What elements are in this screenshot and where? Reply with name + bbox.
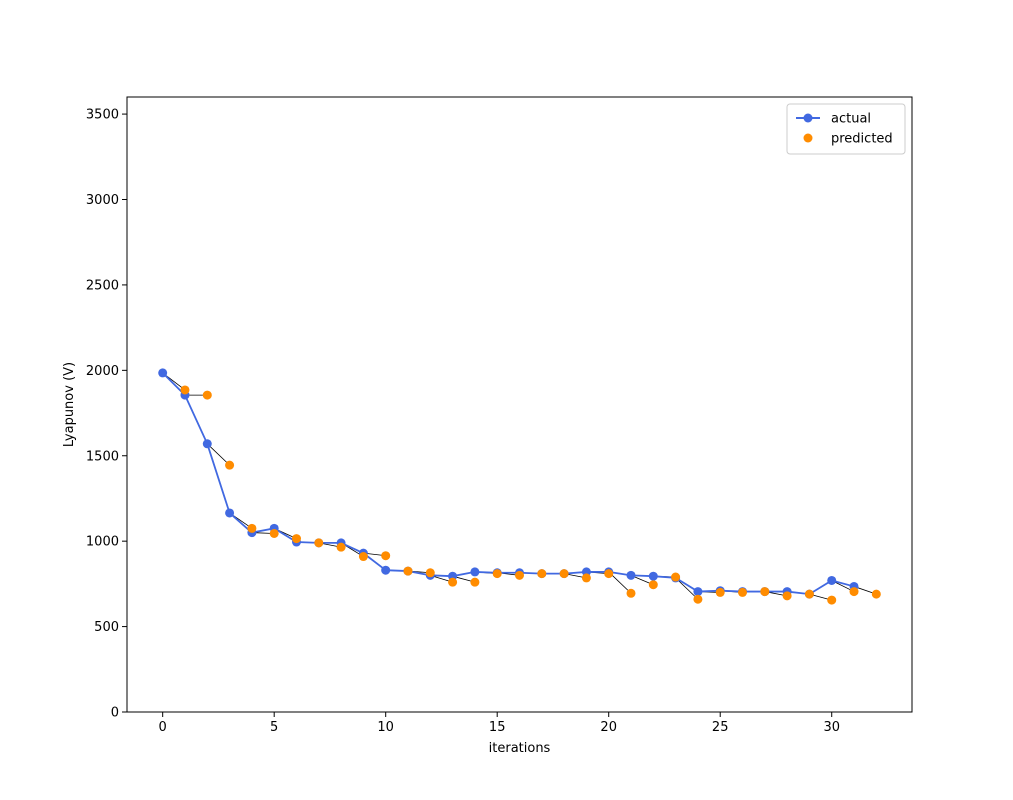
legend-box — [786, 103, 906, 155]
predicted-point — [180, 385, 190, 395]
predicted-point — [470, 577, 480, 587]
y-tick-label: 1000 — [86, 535, 119, 550]
actual-point — [626, 570, 636, 580]
legend-predicted-marker — [803, 133, 813, 143]
x-tick-label: 0 — [159, 720, 167, 735]
predicted-point — [871, 589, 881, 599]
x-tick-label: 15 — [489, 720, 506, 735]
predicted-point — [760, 587, 770, 597]
actual-point — [225, 508, 235, 518]
legend-predicted-label: predicted — [831, 132, 893, 147]
y-tick-label: 0 — [111, 706, 119, 721]
predicted-point — [247, 523, 257, 533]
actual-point — [158, 368, 168, 378]
actual-point — [648, 571, 658, 581]
prediction-connector — [675, 577, 699, 600]
x-axis-label: iterations — [489, 741, 551, 756]
predicted-point — [336, 542, 346, 552]
predicted-point — [604, 569, 614, 579]
x-tick-label: 5 — [270, 720, 278, 735]
predicted-point — [671, 572, 681, 582]
y-tick-label: 3000 — [86, 193, 119, 208]
y-axis: 0 500 1000 1500 2000 2500 3000 3500 — [86, 108, 127, 721]
predicted-point — [559, 569, 569, 579]
predicted-point — [715, 587, 725, 597]
y-tick-label: 1500 — [86, 449, 119, 464]
predicted-point — [626, 588, 636, 598]
actual-point — [381, 565, 391, 575]
predicted-point — [269, 528, 279, 538]
predicted-point — [492, 569, 502, 579]
predicted-point — [291, 534, 301, 544]
predicted-point — [202, 390, 212, 400]
y-tick-label: 2000 — [86, 364, 119, 379]
actual-series — [158, 368, 859, 599]
x-tick-label: 25 — [712, 720, 729, 735]
legend: actual predicted — [786, 103, 906, 155]
actual-series-line — [162, 372, 855, 596]
predicted-series — [180, 385, 881, 605]
predicted-point — [648, 580, 658, 590]
predicted-point — [425, 568, 435, 578]
y-axis-label: Lyapunov (V) — [62, 362, 77, 447]
predicted-point — [314, 538, 324, 548]
actual-point — [693, 587, 703, 597]
predicted-point — [693, 594, 703, 604]
x-axis: 0 5 10 15 20 25 30 — [159, 712, 840, 735]
predicted-point — [804, 589, 814, 599]
legend-actual-marker — [803, 113, 813, 123]
y-tick-label: 2500 — [86, 278, 119, 293]
predicted-point — [849, 587, 859, 597]
predicted-point — [515, 570, 524, 580]
y-tick-label: 500 — [94, 620, 119, 635]
predicted-point — [225, 460, 235, 470]
predicted-point — [448, 577, 458, 587]
predicted-point — [581, 573, 591, 583]
predicted-point — [358, 552, 368, 562]
prediction-connector — [207, 443, 230, 466]
predicted-point — [738, 587, 748, 597]
predicted-point — [827, 595, 837, 605]
plot-area-frame — [126, 96, 913, 713]
x-tick-label: 10 — [377, 720, 394, 735]
x-tick-label: 20 — [600, 720, 617, 735]
actual-point — [827, 575, 837, 585]
actual-point — [470, 567, 480, 577]
predicted-point — [381, 551, 391, 561]
legend-actual-label: actual — [831, 112, 871, 127]
predicted-point — [782, 591, 792, 601]
predicted-point — [403, 566, 413, 576]
predicted-point — [537, 569, 547, 579]
y-tick-label: 3500 — [86, 108, 119, 123]
actual-point — [202, 439, 212, 449]
x-tick-label: 30 — [823, 720, 840, 735]
prediction-connectors — [162, 372, 877, 601]
